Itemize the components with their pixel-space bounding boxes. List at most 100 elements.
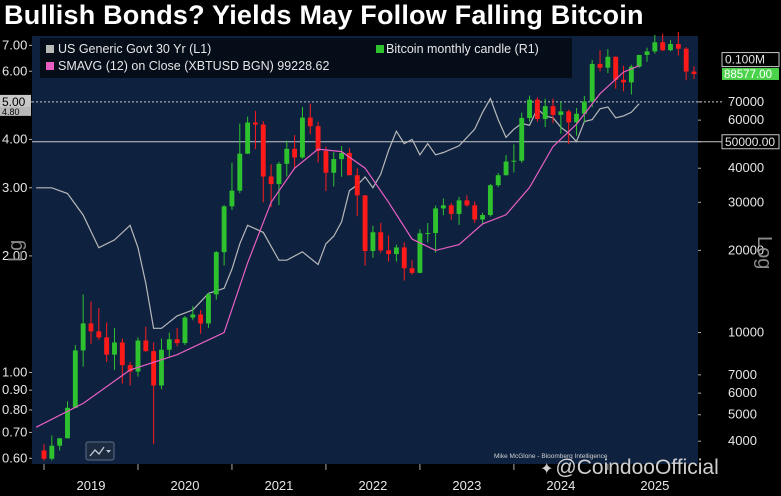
- left-tick-label: 0.80: [2, 402, 27, 417]
- left-tick-label: 1.00: [2, 364, 27, 379]
- left-tick-label: 0.60: [2, 450, 27, 465]
- x-tick-label: 2024: [546, 478, 575, 493]
- candle-body: [57, 438, 63, 446]
- candle-body: [260, 124, 266, 177]
- yield-series: [36, 97, 640, 329]
- candle-body: [409, 268, 415, 273]
- right-tick-label: 6000: [728, 385, 757, 400]
- candle-body: [300, 117, 305, 158]
- right-axis-label: Log: [753, 236, 775, 269]
- candle-body: [433, 208, 438, 234]
- chevron-down-icon: [106, 450, 111, 453]
- left-ref-label: 5.00: [2, 95, 26, 109]
- candle-body: [527, 99, 532, 118]
- candle-body: [652, 42, 658, 52]
- right-label-last: 88577.00: [724, 69, 772, 81]
- credit-text: Mike McGlone - Bloomberg Intelligence: [494, 453, 608, 460]
- x-tick-label: 2025: [640, 478, 669, 493]
- candle-body: [174, 339, 180, 344]
- candle-body: [276, 163, 282, 185]
- right-tick-label: 60000: [728, 112, 764, 127]
- candle-body: [621, 79, 626, 83]
- x-tick-label: 2020: [171, 478, 200, 493]
- legend: US Generic Govt 30 Yr (L1) SMAVG (12) on…: [40, 38, 572, 78]
- candle-body: [65, 407, 70, 439]
- candle-body: [339, 152, 345, 160]
- candle-body: [331, 159, 337, 173]
- candle-body: [613, 56, 619, 80]
- candle-body: [229, 190, 235, 207]
- candle-body: [472, 205, 478, 220]
- candle-body: [96, 331, 102, 338]
- x-tick-label: 2023: [452, 478, 481, 493]
- candle-body: [268, 176, 274, 185]
- candle-series: [41, 31, 697, 461]
- candle-body: [628, 66, 634, 83]
- candle-body: [675, 44, 681, 49]
- right-label-100k: 0.100M: [725, 53, 765, 67]
- candle-body: [401, 247, 407, 269]
- x-tick-label: 2019: [77, 478, 106, 493]
- candle-body: [253, 122, 258, 125]
- candle-body: [417, 233, 423, 273]
- legend-swatch-sma: [46, 62, 54, 70]
- right-ref-label: 50000.00: [725, 135, 775, 149]
- candle-body: [245, 122, 251, 154]
- candle-body: [370, 232, 376, 251]
- candle-body: [511, 160, 517, 162]
- candle-body: [393, 247, 399, 254]
- right-label-100k-bg: [721, 52, 780, 68]
- candle-body: [159, 349, 164, 386]
- right-tick-label: 4000: [728, 433, 757, 448]
- binance-square-icon: ✦: [540, 461, 554, 478]
- candle-body: [354, 175, 360, 196]
- right-tick-label: 70000: [728, 94, 764, 109]
- candle-body: [495, 175, 501, 186]
- x-axis: 2019 2020 2021 2022 2023 2024 2025: [43, 464, 669, 493]
- sma-line: [35, 65, 640, 428]
- candle-body: [480, 215, 485, 220]
- legend-item-candle: Bitcoin monthly candle (R1): [386, 42, 539, 56]
- candle-body: [221, 206, 227, 253]
- candle-body: [198, 314, 204, 324]
- candle-body: [605, 56, 611, 68]
- candle-body: [519, 117, 525, 161]
- candle-body: [80, 323, 86, 351]
- watermark-text: @CoindooOfficial: [555, 456, 719, 479]
- candle-body: [41, 450, 47, 459]
- candle-body: [440, 205, 446, 209]
- candle-body: [487, 185, 493, 216]
- candle-body: [213, 252, 219, 295]
- candle-body: [558, 111, 564, 115]
- candle-body: [644, 51, 650, 55]
- left-ref-label-bg: [0, 94, 31, 108]
- candle-body: [683, 48, 689, 72]
- candle-body: [166, 339, 172, 350]
- candle-body: [237, 153, 243, 191]
- line-chart-icon: [89, 446, 105, 457]
- yield-line: [36, 97, 640, 329]
- candle-body: [307, 117, 313, 127]
- candle-body: [323, 150, 329, 173]
- left-current-label: 4.80: [2, 107, 20, 117]
- legend-bg: [40, 38, 572, 78]
- candle-body: [206, 294, 211, 324]
- chart-type-button[interactable]: [85, 441, 115, 461]
- candle-body: [104, 337, 110, 355]
- right-tick-label: 10000: [728, 325, 764, 340]
- x-tick-label: 2022: [358, 478, 387, 493]
- right-tick-label: 20000: [728, 242, 764, 257]
- right-label-last-bg: [722, 67, 779, 80]
- right-tick-label: 7000: [728, 367, 757, 382]
- candle-body: [284, 148, 290, 164]
- candle-body: [112, 342, 117, 355]
- legend-item-yield: US Generic Govt 30 Yr (L1): [58, 42, 211, 56]
- right-tick-label: 30000: [728, 194, 764, 209]
- right-ref-label-bg: [721, 134, 780, 150]
- left-axis-label: Lg: [5, 240, 27, 262]
- left-tick-label: 4.00: [2, 131, 27, 146]
- candle-body: [456, 200, 462, 214]
- candle-body: [315, 126, 321, 151]
- candle-body: [49, 445, 55, 459]
